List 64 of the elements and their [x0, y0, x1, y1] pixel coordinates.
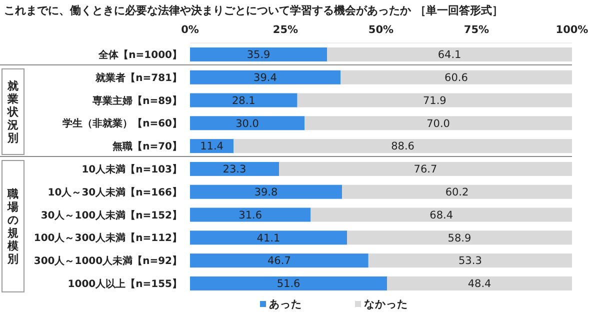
bar: [347, 230, 572, 245]
bar: [190, 116, 305, 130]
bar: [190, 47, 328, 62]
data-label: 60.2: [445, 186, 469, 199]
data-label: 70.0: [426, 118, 450, 130]
data-label: 76.7: [414, 164, 438, 176]
text: 職場の規模別: [6, 188, 20, 266]
bar: [190, 208, 311, 222]
data-label: 31.6: [238, 209, 262, 222]
bar: [190, 230, 347, 245]
y-tick-label: 10人未満【n=103】: [82, 163, 182, 176]
y-tick-label: 1000人以上【n=155】: [68, 278, 182, 290]
bar: [297, 93, 572, 108]
y-tick-label: 無職【n=70】: [112, 140, 182, 153]
bar: [368, 254, 572, 268]
data-label: 60.6: [444, 72, 468, 84]
x-tick-label: 25%: [272, 24, 299, 36]
x-tick-label: 50%: [368, 24, 394, 36]
bar: [190, 276, 388, 290]
data-label: 46.7: [268, 255, 291, 268]
chart-title: これまでに、働くときに必要な法律や決まりごとについて学習する機会があったか ［単一回答形式］: [4, 4, 503, 17]
data-label: 23.3: [222, 164, 246, 176]
data-label: 39.4: [254, 72, 278, 84]
y-tick-label: 専業主婦【n=89】: [92, 94, 182, 107]
y-tick-label: 300人～1000人未満【n=92】: [34, 255, 182, 268]
x-tick-label: 75%: [464, 24, 490, 36]
data-label: 58.9: [448, 232, 472, 244]
bar: [190, 184, 342, 199]
data-label: 39.8: [254, 186, 278, 199]
legend-label: あった: [269, 298, 302, 311]
x-tick-label: 100%: [556, 24, 589, 36]
data-label: 35.9: [246, 49, 270, 62]
y-tick-label: 学生（非就業）【n=60】: [62, 118, 182, 130]
text: 就業状況別: [6, 80, 20, 145]
legend-label: なかった: [364, 298, 408, 311]
bar: [234, 139, 572, 154]
bar: [342, 184, 572, 199]
y-tick-label: 10人～30人未満【n=166】: [48, 186, 182, 198]
data-label: 30.0: [236, 118, 259, 130]
data-label: 64.1: [438, 49, 462, 62]
data-label: 28.1: [232, 94, 256, 107]
bar: [190, 162, 280, 176]
y-tick-label: 全体【n=1000】: [98, 48, 182, 61]
bar: [310, 208, 572, 222]
data-label: 48.4: [468, 278, 492, 290]
data-label: 68.4: [430, 209, 454, 222]
data-label: 53.3: [458, 255, 482, 268]
data-label: 51.6: [276, 278, 301, 290]
bar: [387, 276, 572, 290]
bar: [327, 47, 572, 62]
y-tick-label: 100人～300人未満【n=112】: [34, 232, 182, 244]
data-label: 41.1: [256, 232, 280, 244]
y-tick-label: 30人～100人未満【n=152】: [40, 209, 182, 222]
x-tick-label: 0%: [181, 24, 200, 36]
bar: [190, 93, 298, 108]
bar: [190, 254, 368, 268]
data-label: 11.4: [200, 140, 224, 153]
data-label: 88.6: [391, 140, 415, 153]
bar: [279, 162, 572, 176]
bar: [304, 116, 572, 130]
y-tick-label: 就業者【n=781】: [94, 72, 182, 84]
data-label: 71.9: [422, 94, 446, 107]
bar: [190, 70, 341, 84]
bar: [340, 70, 572, 84]
